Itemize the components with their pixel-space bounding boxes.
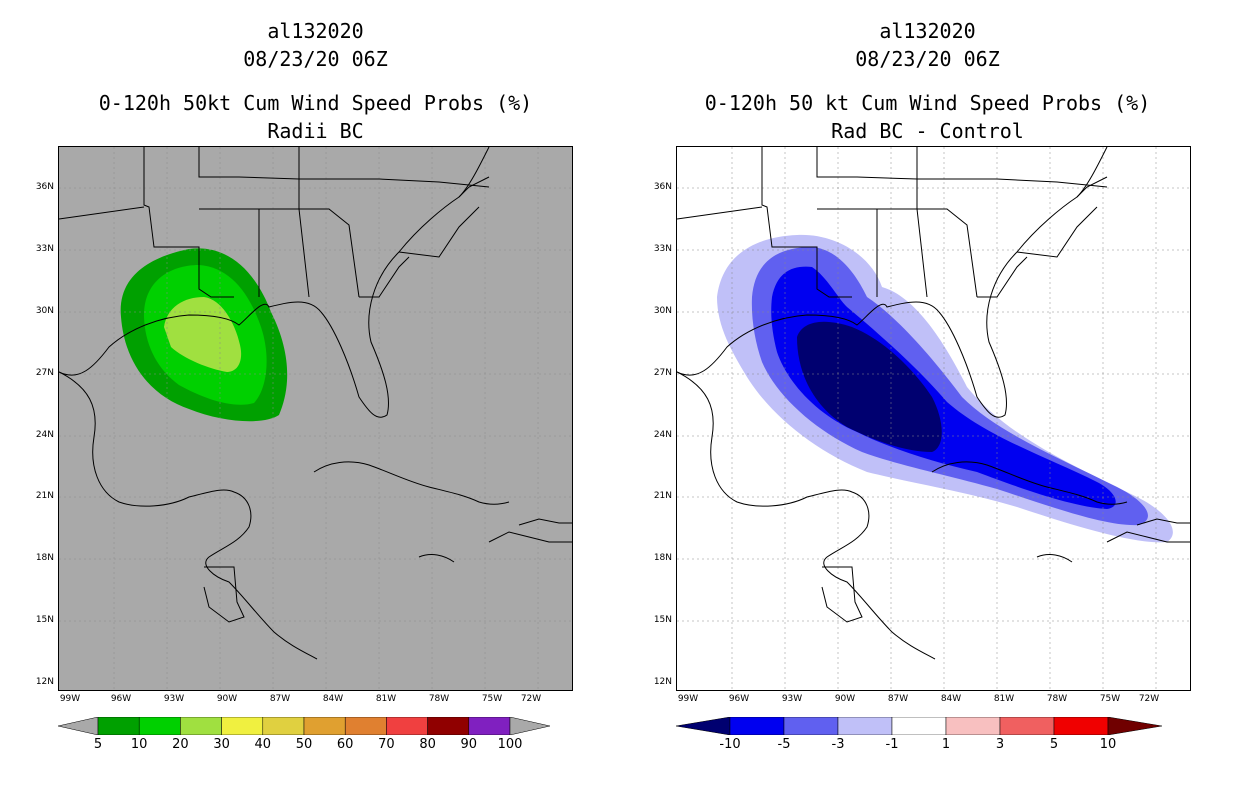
left-lat-label: 30N <box>35 306 54 316</box>
colorbar-swatch <box>999 717 1055 735</box>
left-lat-label: 36N <box>35 182 54 192</box>
left-lat-label: 21N <box>35 491 54 501</box>
right-lon-label: 87W <box>887 694 909 704</box>
colorbar-swatch <box>729 717 785 735</box>
colorbar-end <box>1107 717 1163 735</box>
left-lon-label: 90W <box>216 694 238 704</box>
colorbar-label: 10 <box>1099 737 1117 752</box>
right-lon-label: 99W <box>677 694 699 704</box>
colorbar-swatch <box>221 717 264 735</box>
left-lon-label: 93W <box>163 694 185 704</box>
left-lon-label: 99W <box>59 694 81 704</box>
left-lon-label: 84W <box>322 694 344 704</box>
colorbar-label: 20 <box>172 737 189 752</box>
colorbar-swatch <box>945 717 1001 735</box>
colorbar-label: -3 <box>831 737 845 752</box>
colorbar-label: 50 <box>295 737 313 752</box>
colorbar-label: -10 <box>719 737 741 752</box>
colorbar-label: 60 <box>336 737 354 752</box>
right-lat-label: 15N <box>653 615 672 625</box>
left-grid <box>59 147 572 690</box>
colorbar-swatch <box>1053 717 1109 735</box>
colorbar-label: 5 <box>93 737 103 752</box>
colorbar-label: 10 <box>130 737 148 752</box>
left-title-date: 08/23/20 06Z <box>243 47 388 71</box>
left-lat-label: 27N <box>35 368 54 378</box>
right-lon-label: 72W <box>1138 694 1160 704</box>
right-lat-label: 12N <box>653 677 672 687</box>
right-colorbar <box>676 717 1163 735</box>
left-lon-label: 78W <box>428 694 450 704</box>
right-difference-shading <box>717 234 1173 543</box>
colorbar-swatch <box>344 717 387 735</box>
left-lon-label: 75W <box>481 694 503 704</box>
colorbar-label: -1 <box>885 737 899 752</box>
right-map <box>676 146 1191 691</box>
left-coastlines <box>59 147 572 660</box>
colorbar-label: 80 <box>419 737 436 752</box>
left-probability-shading <box>120 248 288 422</box>
left-lat-label: 15N <box>35 615 54 625</box>
left-lon-label: 87W <box>269 694 291 704</box>
right-title-id: al132020 <box>879 19 976 43</box>
colorbar-label: 3 <box>995 737 1005 752</box>
right-lat-label: 30N <box>653 306 672 316</box>
colorbar-swatch <box>837 717 893 735</box>
right-lon-label: 78W <box>1046 694 1068 704</box>
right-coastlines <box>677 147 1190 660</box>
colorbar-label: 90 <box>460 737 478 752</box>
right-lat-label: 21N <box>653 491 672 501</box>
left-lat-label: 12N <box>35 677 54 687</box>
colorbar-swatch <box>262 717 305 735</box>
right-lat-label: 24N <box>653 430 672 440</box>
colorbar-swatch <box>386 717 428 735</box>
right-lon-label: 93W <box>781 694 803 704</box>
left-lon-label: 96W <box>110 694 132 704</box>
right-lon-label: 90W <box>834 694 856 704</box>
right-lon-label: 75W <box>1099 694 1121 704</box>
right-title-sub: Rad BC - Control <box>831 119 1024 143</box>
right-lon-label: 96W <box>728 694 750 704</box>
colorbar-label: 40 <box>254 737 272 752</box>
left-lat-label: 33N <box>35 244 54 254</box>
colorbar-label: -5 <box>777 737 791 752</box>
colorbar-swatch <box>303 717 346 735</box>
colorbar-swatch <box>891 717 947 735</box>
right-lat-label: 36N <box>653 182 672 192</box>
colorbar-swatch <box>468 717 511 735</box>
colorbar-label: 30 <box>213 737 230 752</box>
colorbar-label: 70 <box>378 737 395 752</box>
left-lat-label: 24N <box>35 430 54 440</box>
right-lat-label: 18N <box>653 553 672 563</box>
left-title-id: al132020 <box>267 19 364 43</box>
left-lon-label: 72W <box>520 694 542 704</box>
right-lon-label: 81W <box>993 694 1015 704</box>
left-title-product: 0-120h 50kt Cum Wind Speed Probs (%) <box>98 91 533 115</box>
left-lat-label: 18N <box>35 553 54 563</box>
colorbar-label: 1 <box>941 737 951 752</box>
colorbar-swatch <box>138 717 181 735</box>
left-map <box>58 146 573 691</box>
colorbar-swatch <box>180 717 222 735</box>
right-grid <box>677 147 1190 690</box>
right-title-date: 08/23/20 06Z <box>855 47 1000 71</box>
colorbar-label: 5 <box>1049 737 1059 752</box>
right-title-product: 0-120h 50 kt Cum Wind Speed Probs (%) <box>704 91 1151 115</box>
colorbar-swatch <box>97 717 140 735</box>
left-title-sub: Radii BC <box>267 119 364 143</box>
right-lat-label: 27N <box>653 368 672 378</box>
right-lon-label: 84W <box>940 694 962 704</box>
colorbar-end <box>676 717 731 735</box>
right-lat-label: 33N <box>653 244 672 254</box>
colorbar-swatch <box>427 717 470 735</box>
colorbar-label: 100 <box>497 737 523 752</box>
left-colorbar <box>58 717 551 735</box>
colorbar-swatch <box>783 717 839 735</box>
left-lon-label: 81W <box>375 694 397 704</box>
